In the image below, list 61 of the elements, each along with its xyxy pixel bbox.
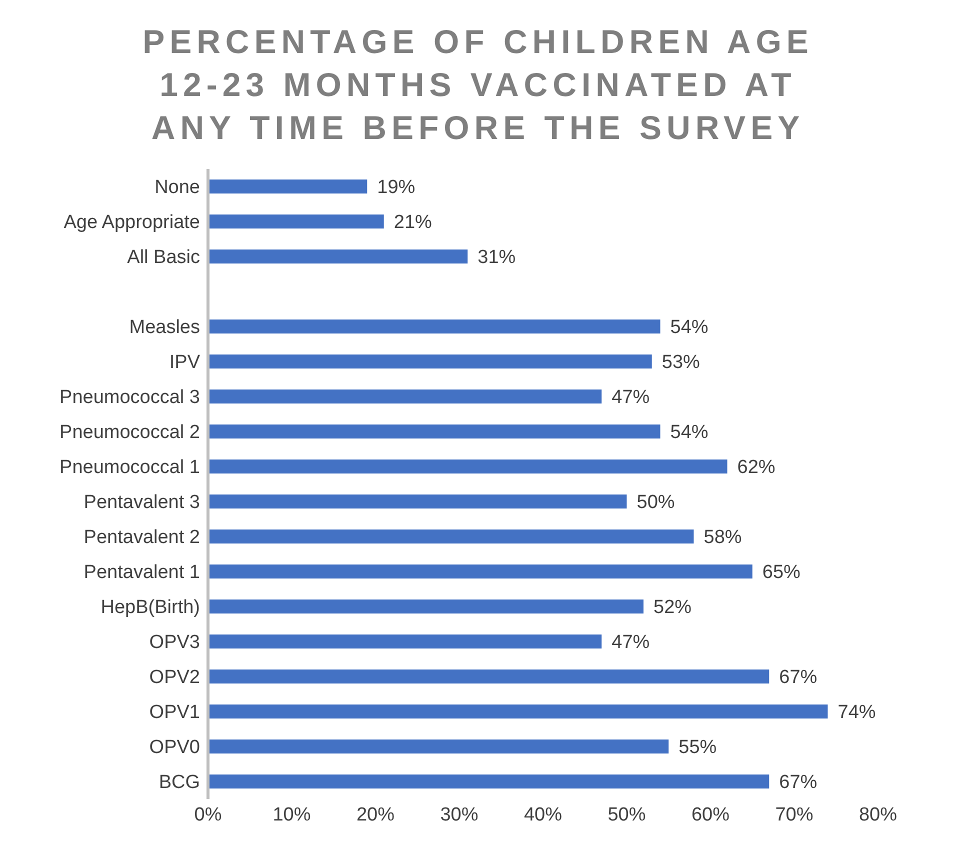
bar	[208, 180, 368, 194]
y-tick-label: Pneumococcal 1	[60, 457, 200, 478]
x-tick-label: 30%	[440, 804, 478, 826]
y-tick-label: Pentavalent 2	[84, 527, 200, 548]
bar	[208, 530, 694, 544]
data-label: 67%	[779, 667, 818, 688]
bar	[208, 774, 770, 788]
y-tick-label: OPV1	[149, 702, 200, 724]
data-label: 47%	[612, 632, 650, 654]
bar	[208, 390, 602, 404]
bar	[208, 460, 728, 474]
chart-title: PERCENTAGE OF CHILDREN AGE 12-23 MONTHS VACCINATED AT ANY TIME BEFORE THE SURVEY	[142, 22, 814, 148]
y-tick-label: IPV	[169, 352, 200, 374]
y-tick-label: BCG	[158, 772, 200, 794]
y-tick-label: Pneumococcal 3	[60, 387, 200, 408]
y-tick-label: OPV0	[149, 737, 200, 758]
x-tick-label: 10%	[272, 804, 311, 826]
data-label: 52%	[654, 597, 692, 618]
data-label: 54%	[670, 317, 708, 338]
bar	[208, 320, 660, 334]
data-label: 67%	[779, 772, 818, 794]
y-tick-label: Age Appropriate	[64, 212, 200, 234]
bar	[208, 354, 652, 368]
y-tick-label: Pneumococcal 2	[60, 422, 200, 444]
bar	[208, 740, 669, 754]
data-label: 31%	[478, 247, 516, 268]
x-tick-label: 80%	[858, 804, 898, 826]
bar	[208, 670, 770, 684]
x-tick-label: 70%	[775, 804, 814, 826]
bar	[208, 600, 644, 614]
data-label: 65%	[762, 562, 801, 584]
bar	[208, 564, 752, 578]
data-label: 54%	[670, 422, 708, 444]
bar	[208, 214, 384, 228]
bar	[208, 704, 828, 718]
y-tick-label: Measles	[129, 317, 200, 338]
data-label: 50%	[636, 492, 675, 514]
y-tick-label: Pentavalent 3	[84, 492, 200, 514]
data-label: 21%	[394, 212, 432, 234]
y-tick-label: None	[154, 177, 200, 198]
data-label: 62%	[737, 457, 776, 478]
y-tick-label: Pentavalent 1	[84, 562, 200, 584]
x-tick-label: 50%	[608, 804, 646, 826]
data-label: 47%	[612, 387, 650, 408]
bar	[208, 250, 468, 264]
x-tick-label: 60%	[691, 804, 730, 826]
data-label: 55%	[678, 737, 717, 758]
y-tick-label: All Basic	[127, 247, 200, 268]
bar	[208, 634, 602, 648]
bar	[208, 494, 627, 508]
data-label: 58%	[704, 527, 742, 548]
bar	[208, 424, 660, 438]
data-label: 19%	[377, 177, 416, 198]
y-tick-label: OPV3	[149, 632, 200, 654]
x-tick-label: 20%	[356, 804, 395, 826]
y-tick-label: HepB(Birth)	[100, 597, 200, 618]
x-tick-label: 0%	[194, 804, 222, 826]
data-label: 74%	[838, 702, 876, 724]
x-tick-label: 40%	[524, 804, 562, 826]
data-label: 53%	[662, 352, 700, 374]
y-tick-label: OPV2	[149, 667, 200, 688]
